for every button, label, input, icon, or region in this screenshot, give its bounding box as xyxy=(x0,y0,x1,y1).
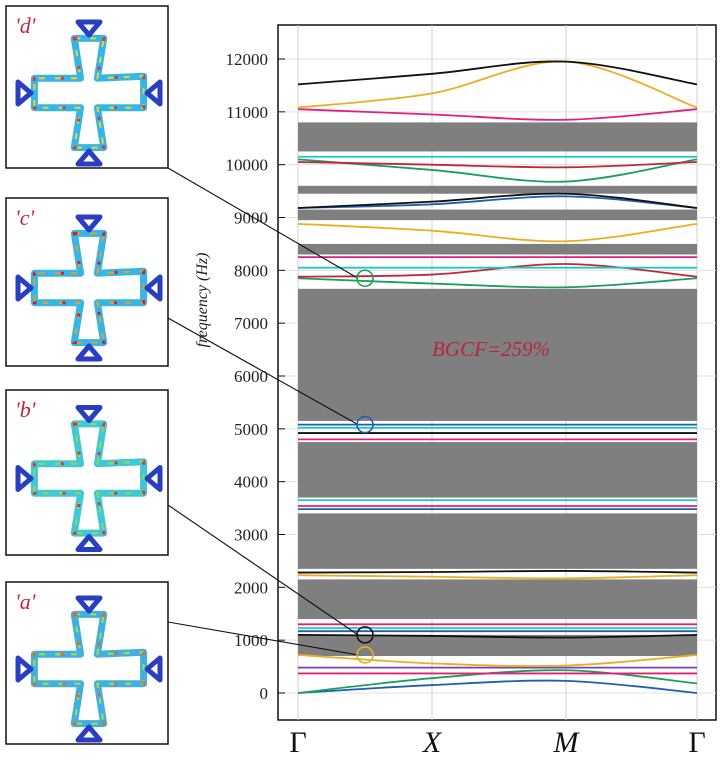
y-axis-ticks: 0 1000 2000 3000 4000 5000 6000 7000 8000 9000 100… xyxy=(226,50,285,703)
mode-shape-triangle xyxy=(75,343,103,362)
series-line-10 xyxy=(297,570,698,574)
band-gap-8 xyxy=(298,122,697,152)
connector-2 xyxy=(167,317,359,426)
mode-shape-triangle xyxy=(75,214,103,233)
mode-shape-triangle xyxy=(144,465,163,492)
mode-shape-cross-peak xyxy=(32,36,146,150)
band-gap-1 xyxy=(298,579,697,620)
mode-shape-triangle xyxy=(75,534,103,552)
inset-label: 'c' xyxy=(15,205,34,230)
mode-shape-cross-peak xyxy=(32,612,146,726)
plot-area: 0 1000 2000 3000 4000 5000 6000 7000 8000 9000 100… xyxy=(194,24,717,759)
mode-marker-2 xyxy=(356,415,374,434)
x-tick-label-3: Γ xyxy=(688,726,705,759)
mode-shape-cross-highlight xyxy=(33,613,145,725)
mode-shape-triangle xyxy=(15,655,34,683)
mode-shape-triangle xyxy=(15,79,34,107)
y-axis-label: frequency (Hz) xyxy=(194,253,211,348)
x-tick-label-1: X xyxy=(422,726,443,759)
mode-marker-1 xyxy=(356,626,374,644)
y-tick-label: 1000 xyxy=(234,631,268,650)
y-tick-label: 8000 xyxy=(234,261,268,280)
mode-shape-insets: 'd' 'c' 'b' 'a' xyxy=(5,5,169,745)
inset-0: 'd' xyxy=(5,5,169,169)
mode-shape-triangle xyxy=(15,274,34,302)
x-tick-label-0: Γ xyxy=(289,726,306,759)
series-line-29 xyxy=(297,60,698,109)
y-tick-label: 3000 xyxy=(234,526,268,545)
y-tick-label: 7000 xyxy=(234,314,268,333)
series-line-9 xyxy=(297,574,698,580)
mode-shape-cross-peak xyxy=(32,422,146,535)
mode-shape-cross-highlight xyxy=(33,37,145,149)
y-tick-label: 11000 xyxy=(226,103,268,122)
mode-connectors xyxy=(167,167,374,664)
inset-2: 'b' xyxy=(5,389,169,556)
series-line-22 xyxy=(297,222,698,243)
mode-marker-3 xyxy=(356,269,374,288)
series-line-23 xyxy=(297,195,698,209)
mode-shape-triangle xyxy=(144,274,163,302)
x-tick-label-2: M xyxy=(553,726,581,759)
mode-shape-cross-highlight xyxy=(33,232,145,344)
series-line-30 xyxy=(297,60,698,86)
series-line-26 xyxy=(297,161,698,169)
mode-shape-triangle xyxy=(75,148,103,167)
y-tick-label: 9000 xyxy=(234,209,268,228)
mode-shape-triangle xyxy=(144,79,163,107)
mode-shape-triangle xyxy=(75,724,103,743)
series-line-4 xyxy=(297,654,698,667)
inset-label: 'd' xyxy=(15,13,36,38)
mode-shape-cross-highlight xyxy=(33,422,145,535)
mode-shape-triangle xyxy=(75,19,103,38)
inset-label: 'b' xyxy=(15,397,36,422)
series-line-0 xyxy=(297,679,698,694)
series-line-24 xyxy=(297,192,698,209)
y-tick-label: 4000 xyxy=(234,473,268,492)
inset-label: 'a' xyxy=(15,589,36,614)
series-line-28 xyxy=(297,108,698,121)
band-gap-5 xyxy=(298,243,697,255)
connector-3 xyxy=(167,167,359,279)
inset-1: 'c' xyxy=(5,197,169,367)
inset-3: 'a' xyxy=(5,581,169,745)
connector-0 xyxy=(167,621,359,656)
y-tick-label: 6000 xyxy=(234,367,268,386)
mode-shape-triangle xyxy=(15,465,34,492)
mode-shape-triangle xyxy=(144,655,163,683)
y-tick-label: 0 xyxy=(260,684,269,703)
band-gap-0 xyxy=(298,634,697,657)
mode-shape-cross-peak xyxy=(32,231,146,345)
bgcf-annotation: BGCF=259% xyxy=(432,337,550,361)
band-gap-6 xyxy=(298,209,697,221)
y-tick-label: 5000 xyxy=(234,420,268,439)
y-tick-label: 2000 xyxy=(234,578,268,597)
mode-shape-triangle xyxy=(75,405,103,423)
connector-1 xyxy=(167,504,359,636)
y-tick-label: 12000 xyxy=(226,50,269,69)
band-gaps xyxy=(298,122,697,657)
y-tick-label: 10000 xyxy=(226,156,269,175)
band-gap-4 xyxy=(298,288,697,421)
series-line-1 xyxy=(297,669,698,694)
mode-shape-triangle xyxy=(75,595,103,614)
band-gap-2 xyxy=(298,513,697,569)
band-gap-3 xyxy=(298,442,697,498)
mode-marker-0 xyxy=(356,646,374,664)
band-gap-7 xyxy=(298,185,697,194)
